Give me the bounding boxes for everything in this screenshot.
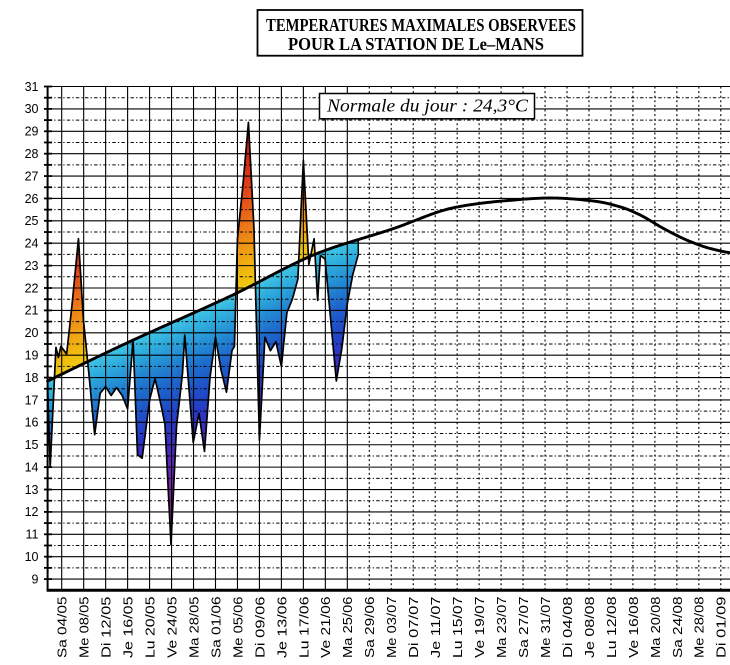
svg-text:Di 09/06: Di 09/06 (252, 597, 267, 659)
svg-text:TEMPERATURES MAXIMALES OBSERVE: TEMPERATURES MAXIMALES OBSERVEES (266, 15, 576, 35)
svg-text:24: 24 (25, 237, 39, 251)
svg-text:15: 15 (25, 438, 39, 452)
svg-text:Je 13/06: Je 13/06 (274, 597, 289, 659)
svg-text:12: 12 (25, 505, 39, 519)
svg-text:21: 21 (25, 304, 39, 318)
svg-text:Di 12/05: Di 12/05 (99, 597, 114, 659)
svg-text:19: 19 (25, 348, 39, 362)
svg-text:Me 31/07: Me 31/07 (538, 597, 553, 659)
svg-text:26: 26 (25, 192, 39, 206)
svg-text:Me 08/05: Me 08/05 (77, 597, 92, 659)
svg-text:31: 31 (25, 80, 39, 94)
svg-text:9: 9 (32, 572, 39, 586)
svg-text:14: 14 (25, 460, 39, 474)
svg-text:Je 08/08: Je 08/08 (582, 597, 597, 659)
svg-text:17: 17 (25, 393, 39, 407)
svg-text:27: 27 (25, 169, 39, 183)
svg-text:16: 16 (25, 416, 39, 430)
svg-text:Sa 01/06: Sa 01/06 (208, 597, 223, 659)
svg-text:Di 07/07: Di 07/07 (406, 597, 421, 659)
svg-text:11: 11 (26, 528, 39, 542)
svg-text:Ve 16/08: Ve 16/08 (626, 597, 641, 659)
svg-text:Di 01/09: Di 01/09 (714, 597, 729, 659)
svg-text:Ve 21/06: Ve 21/06 (318, 597, 333, 659)
svg-text:Ve 24/05: Ve 24/05 (164, 597, 179, 659)
svg-text:Je 16/05: Je 16/05 (121, 597, 136, 659)
svg-text:Sa 04/05: Sa 04/05 (55, 597, 70, 659)
svg-text:Di 04/08: Di 04/08 (560, 597, 575, 659)
svg-text:Ma 25/06: Ma 25/06 (340, 597, 355, 659)
svg-text:Lu 12/08: Lu 12/08 (604, 597, 619, 659)
svg-text:23: 23 (25, 259, 39, 273)
svg-text:25: 25 (25, 214, 39, 228)
svg-text:Sa 27/07: Sa 27/07 (516, 597, 531, 659)
svg-text:Ve 19/07: Ve 19/07 (472, 597, 487, 659)
svg-text:Normale du jour : 24,3°C: Normale du jour : 24,3°C (326, 95, 528, 115)
svg-text:Sa 24/08: Sa 24/08 (670, 597, 685, 659)
svg-text:Ma 23/07: Ma 23/07 (494, 597, 509, 659)
svg-text:22: 22 (25, 281, 39, 295)
svg-text:10: 10 (25, 550, 39, 564)
svg-text:28: 28 (25, 147, 39, 161)
svg-text:Je 11/07: Je 11/07 (428, 597, 443, 659)
svg-text:18: 18 (25, 371, 39, 385)
svg-text:Ma 20/08: Ma 20/08 (648, 597, 663, 659)
svg-text:29: 29 (25, 125, 39, 139)
svg-text:Lu 15/07: Lu 15/07 (450, 597, 465, 659)
svg-text:Lu 20/05: Lu 20/05 (142, 597, 157, 659)
svg-text:20: 20 (25, 326, 39, 340)
svg-text:Me 05/06: Me 05/06 (230, 597, 245, 659)
svg-text:Me 28/08: Me 28/08 (692, 597, 707, 659)
svg-text:30: 30 (25, 102, 39, 116)
svg-text:13: 13 (25, 483, 39, 497)
svg-text:Me 03/07: Me 03/07 (384, 597, 399, 659)
svg-text:Lu 17/06: Lu 17/06 (296, 597, 311, 659)
svg-text:POUR LA STATION DE Le–MANS: POUR LA STATION DE Le–MANS (288, 34, 544, 54)
svg-text:Sa 29/06: Sa 29/06 (362, 597, 377, 659)
svg-text:Ma 28/05: Ma 28/05 (186, 597, 201, 659)
